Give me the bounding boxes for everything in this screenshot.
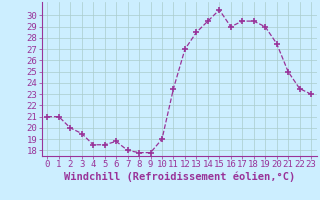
X-axis label: Windchill (Refroidissement éolien,°C): Windchill (Refroidissement éolien,°C) bbox=[64, 172, 295, 182]
